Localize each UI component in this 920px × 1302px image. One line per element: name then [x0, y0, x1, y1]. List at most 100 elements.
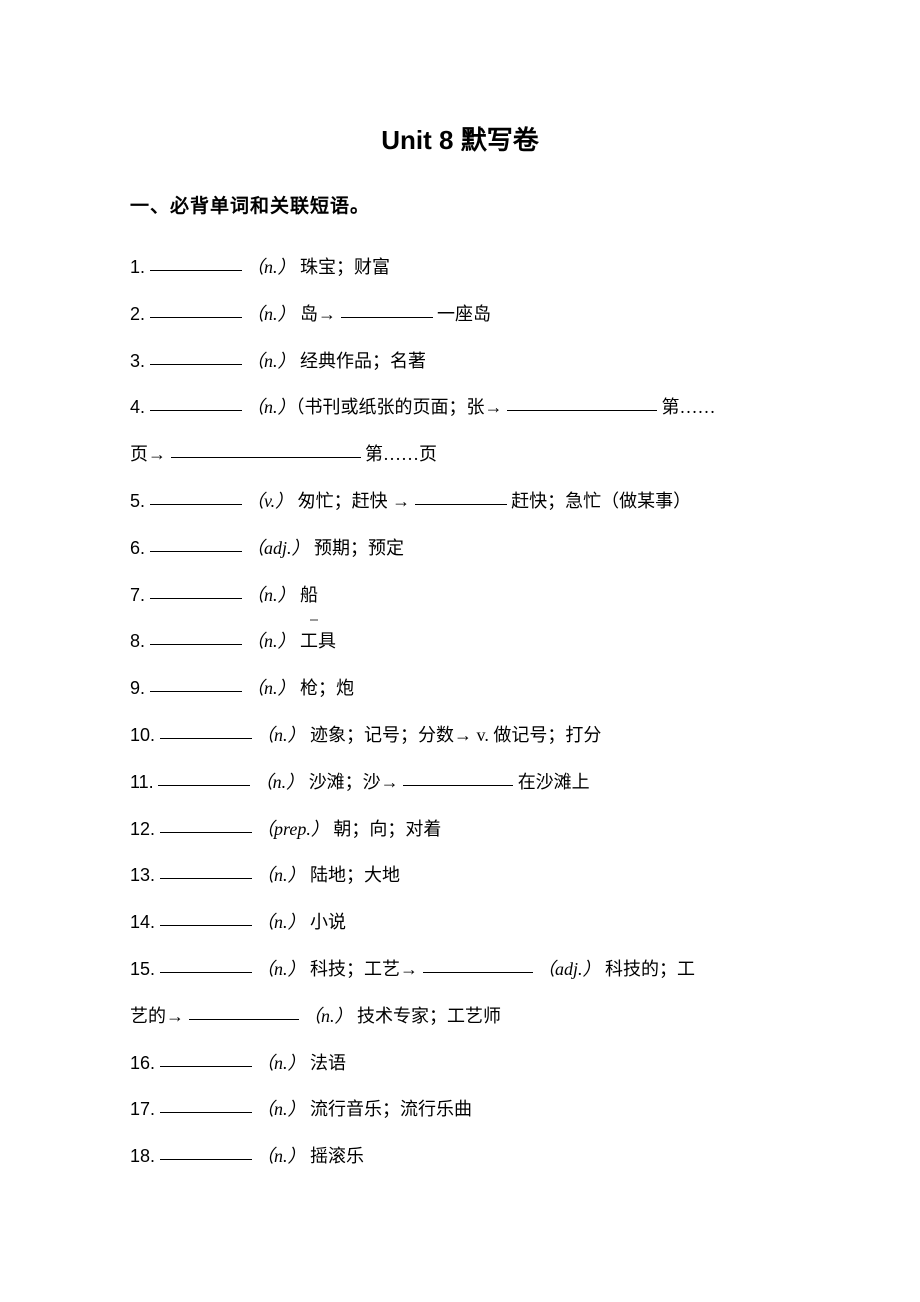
definition: 页→ [130, 444, 166, 464]
answer-blank[interactable] [507, 393, 657, 411]
definition-extra: 第…… [662, 397, 716, 417]
definition: 枪；炮 [300, 678, 354, 698]
answer-blank[interactable] [150, 347, 242, 365]
definition-extra: 赶快；急忙（做某事） [511, 491, 691, 511]
definition: 预期；预定 [314, 538, 404, 558]
answer-blank[interactable] [160, 1095, 252, 1113]
item-number: 11. [130, 772, 154, 792]
part-of-speech: （adj.） [537, 959, 601, 979]
part-of-speech: （n.） [256, 725, 306, 745]
definition-extra: 技术专家；工艺师 [357, 1006, 501, 1026]
vocab-item: 9. （n.） 枪；炮 [130, 665, 790, 712]
vocab-item: 10. （n.） 迹象；记号；分数→ v. 做记号；打分 [130, 712, 790, 759]
item-number: 5. [130, 491, 145, 511]
part-of-speech: （n.） [246, 585, 296, 605]
definition: 经典作品；名著 [300, 351, 426, 371]
definition: 流行音乐；流行乐曲 [310, 1099, 472, 1119]
vocab-item: 6. （adj.） 预期；预定 [130, 525, 790, 572]
item-number: 2. [130, 304, 145, 324]
definition: 法语 [310, 1053, 346, 1073]
vocab-item: 5. （v.） 匆忙；赶快 → 赶快；急忙（做某事） [130, 478, 790, 525]
section-heading: 一、必背单词和关联短语。 [130, 191, 790, 218]
item-number: 16. [130, 1053, 155, 1073]
definition: 沙滩；沙→ [309, 772, 399, 792]
vocab-item: 17. （n.） 流行音乐；流行乐曲 [130, 1086, 790, 1133]
answer-blank[interactable] [160, 1142, 252, 1160]
definition: 陆地；大地 [310, 865, 400, 885]
definition: 朝；向；对着 [333, 819, 441, 839]
answer-blank[interactable] [160, 721, 252, 739]
vocab-item: 1. （n.） 珠宝；财富 [130, 244, 790, 291]
answer-blank[interactable] [150, 534, 242, 552]
part-of-speech: （n.） [246, 351, 296, 371]
answer-blank[interactable] [160, 908, 252, 926]
item-number: 15. [130, 959, 155, 979]
answer-blank[interactable] [150, 393, 242, 411]
answer-blank[interactable] [150, 253, 242, 271]
answer-blank[interactable] [341, 300, 433, 318]
answer-blank[interactable] [150, 627, 242, 645]
answer-blank[interactable] [160, 955, 252, 973]
artifact-mark [310, 619, 318, 621]
answer-blank[interactable] [150, 581, 242, 599]
vocab-item: 13. （n.） 陆地；大地 [130, 852, 790, 899]
vocab-item: 11. （n.） 沙滩；沙→ 在沙滩上 [130, 759, 790, 806]
definition-extra: 在沙滩上 [518, 772, 590, 792]
definition: 岛→ [300, 304, 336, 324]
answer-blank[interactable] [150, 300, 242, 318]
answer-blank[interactable] [150, 487, 242, 505]
answer-blank[interactable] [160, 861, 252, 879]
worksheet-page: Unit 8 默写卷 一、必背单词和关联短语。 1. （n.） 珠宝；财富 2.… [0, 0, 920, 1230]
answer-blank[interactable] [171, 440, 361, 458]
answer-blank[interactable] [415, 487, 507, 505]
item-number: 14. [130, 912, 155, 932]
vocab-item: 18. （n.） 摇滚乐 [130, 1133, 790, 1180]
answer-blank[interactable] [158, 768, 250, 786]
part-of-speech: （n.） [255, 772, 305, 792]
definition-extra: 一座岛 [437, 304, 491, 324]
definition: 科技；工艺→ [310, 959, 418, 979]
part-of-speech: （n.） [246, 678, 296, 698]
definition: 摇滚乐 [310, 1146, 364, 1166]
definition: 迹象；记号；分数→ v. 做记号；打分 [310, 725, 601, 745]
answer-blank[interactable] [150, 674, 242, 692]
item-number: 1. [130, 257, 145, 277]
definition: 船 [300, 585, 318, 605]
part-of-speech: （n.） [246, 257, 296, 277]
definition: 匆忙；赶快 → [298, 491, 411, 511]
item-number: 18. [130, 1146, 155, 1166]
item-number: 13. [130, 865, 155, 885]
part-of-speech: （adj.） [246, 538, 310, 558]
definition: 小说 [310, 912, 346, 932]
answer-blank[interactable] [423, 955, 533, 973]
part-of-speech: （n.） [246, 631, 296, 651]
definition: 艺的→ [130, 1006, 184, 1026]
vocab-item-continuation: 页→ 第……页 [130, 431, 790, 478]
vocab-item: 4. （n.）（书刊或纸张的页面；张→ 第…… [130, 384, 790, 431]
part-of-speech: （n.） [256, 959, 306, 979]
page-title: Unit 8 默写卷 [130, 120, 790, 157]
part-of-speech: （n.） [246, 304, 296, 324]
vocab-item: 3. （n.） 经典作品；名著 [130, 338, 790, 385]
item-number: 17. [130, 1099, 155, 1119]
item-number: 3. [130, 351, 145, 371]
item-number: 4. [130, 397, 145, 417]
answer-blank[interactable] [189, 1002, 299, 1020]
part-of-speech: （n.） [256, 912, 306, 932]
vocab-item: 7. （n.） 船 [130, 572, 790, 619]
definition-extra: 科技的；工 [605, 959, 695, 979]
answer-blank[interactable] [160, 815, 252, 833]
item-number: 6. [130, 538, 145, 558]
item-number: 12. [130, 819, 155, 839]
answer-blank[interactable] [403, 768, 513, 786]
vocab-item: 16. （n.） 法语 [130, 1040, 790, 1087]
part-of-speech: （n.） [246, 397, 296, 417]
definition: 工具 [300, 631, 336, 651]
item-number: 10. [130, 725, 155, 745]
part-of-speech: （n.） [256, 1053, 306, 1073]
part-of-speech: （n.） [256, 865, 306, 885]
answer-blank[interactable] [160, 1049, 252, 1067]
item-number: 9. [130, 678, 145, 698]
vocab-item: 8. （n.） 工具 [130, 618, 790, 665]
vocab-item-continuation: 艺的→ （n.） 技术专家；工艺师 [130, 993, 790, 1040]
